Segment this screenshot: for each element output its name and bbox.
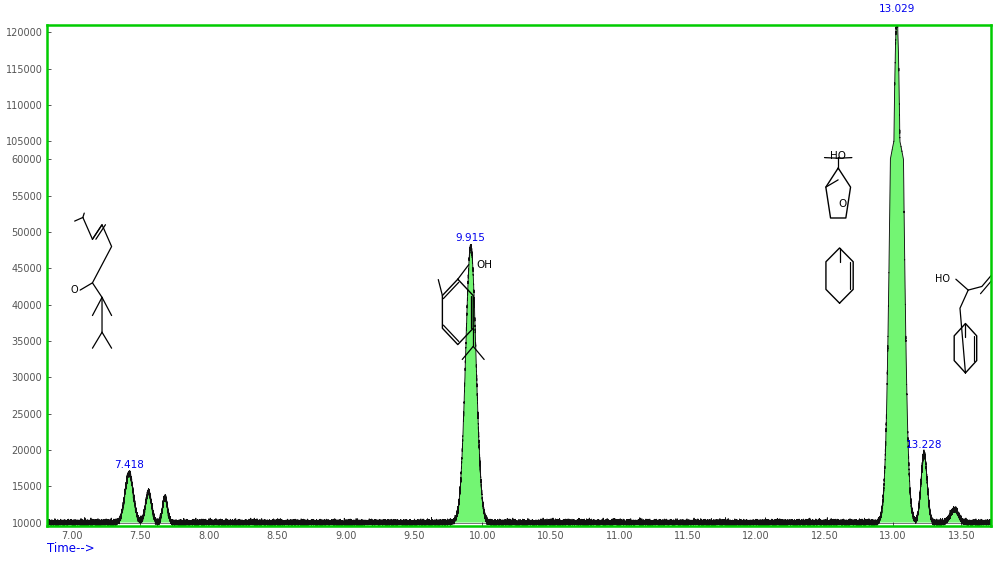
Text: 9.915: 9.915	[456, 233, 486, 243]
Text: 7.418: 7.418	[115, 459, 144, 470]
Text: OH: OH	[477, 260, 493, 270]
Text: 13.228: 13.228	[906, 440, 942, 450]
Text: HO: HO	[935, 274, 950, 284]
Text: HO: HO	[831, 151, 846, 162]
Text: 13.029: 13.029	[878, 4, 915, 14]
Text: O: O	[838, 199, 846, 209]
X-axis label: Time-->: Time-->	[47, 542, 95, 555]
Text: O: O	[71, 285, 79, 295]
